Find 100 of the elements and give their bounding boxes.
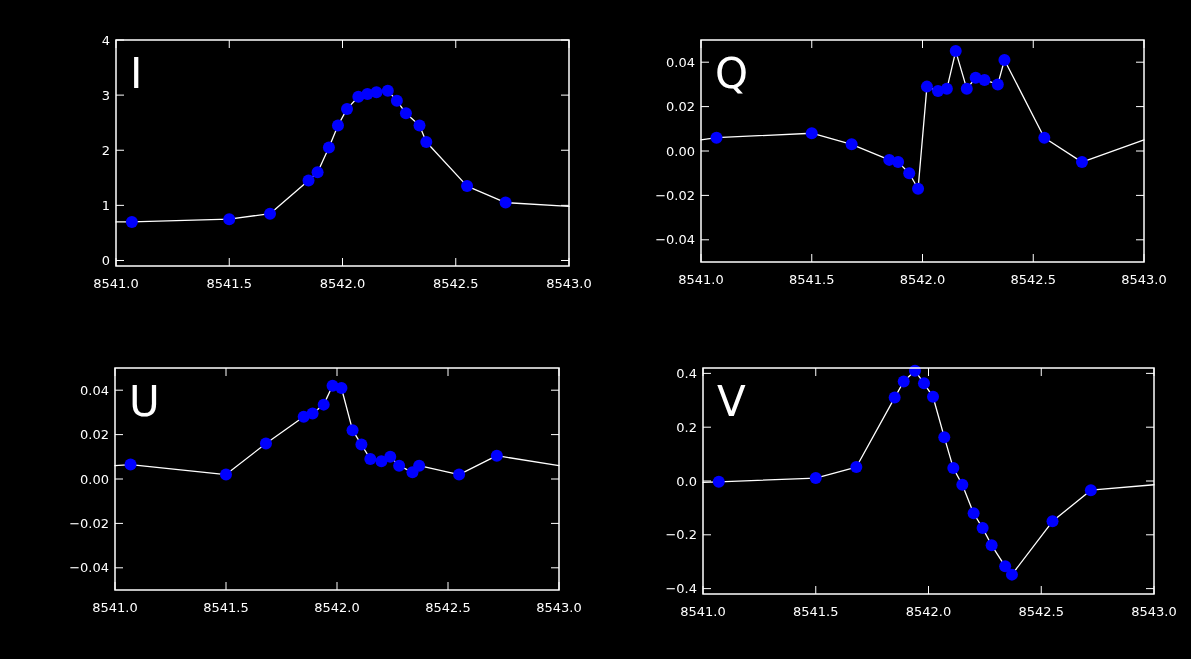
point — [1005, 568, 1018, 581]
point — [302, 174, 315, 187]
point — [393, 459, 406, 472]
point — [1075, 156, 1088, 169]
point — [805, 127, 818, 140]
point — [331, 119, 344, 132]
point — [490, 449, 503, 462]
x-tick-label: 8542.0 — [319, 276, 366, 291]
point — [341, 102, 354, 115]
x-tick-label: 8542.5 — [1018, 604, 1064, 619]
point — [917, 377, 930, 390]
point — [381, 84, 394, 97]
y-tick-label: 0.00 — [80, 471, 109, 487]
point — [317, 398, 330, 411]
point — [259, 437, 272, 450]
point — [390, 94, 403, 107]
point — [892, 156, 905, 169]
y-tick-label: −0.4 — [665, 581, 697, 597]
point — [940, 82, 953, 95]
point — [976, 522, 989, 535]
point — [335, 381, 348, 394]
point — [453, 468, 466, 481]
x-tick-label: 8541.0 — [680, 604, 726, 619]
point — [927, 390, 940, 403]
x-tick-label: 8541.0 — [93, 276, 139, 291]
x-tick-label: 8541.5 — [203, 600, 249, 615]
y-tick-label: 0.04 — [80, 382, 109, 398]
point — [124, 458, 137, 471]
point — [967, 507, 980, 520]
point — [311, 166, 324, 179]
x-tick-label: 8543.0 — [1131, 604, 1177, 619]
x-tick-label: 8541.0 — [92, 600, 138, 615]
x-tick-label: 8541.5 — [789, 272, 835, 287]
point — [809, 472, 822, 485]
point — [413, 119, 426, 132]
point — [384, 450, 397, 463]
point — [949, 45, 962, 58]
x-tick-label: 8542.0 — [899, 272, 946, 287]
point — [938, 431, 951, 444]
point — [461, 180, 474, 193]
point — [991, 78, 1004, 91]
point — [125, 215, 138, 228]
x-tick-label: 8542.5 — [1010, 272, 1056, 287]
point — [999, 560, 1012, 573]
chart-title: I — [130, 49, 143, 98]
y-tick-label: 0 — [101, 252, 110, 268]
y-tick-label: −0.04 — [69, 560, 109, 576]
x-tick-label: 8542.5 — [425, 600, 471, 615]
point — [306, 407, 319, 420]
point — [364, 453, 377, 466]
x-tick-label: 8542.0 — [905, 604, 952, 619]
y-tick-label: 1 — [101, 197, 110, 213]
point — [1046, 515, 1059, 528]
y-tick-label: 0.02 — [80, 427, 109, 443]
y-tick-label: 0.00 — [666, 143, 695, 159]
chart-title: U — [129, 377, 160, 426]
point — [220, 468, 232, 481]
x-tick-label: 8543.0 — [536, 600, 582, 615]
x-tick-label: 8541.0 — [678, 272, 724, 287]
point — [413, 459, 426, 472]
x-tick-label: 8541.5 — [793, 604, 839, 619]
point — [850, 461, 863, 474]
y-tick-label: 0.04 — [666, 54, 695, 70]
y-tick-label: 0.0 — [676, 473, 697, 489]
point — [710, 131, 723, 144]
y-tick-label: 0.02 — [666, 99, 695, 115]
point — [897, 375, 910, 388]
y-tick-label: −0.2 — [665, 527, 697, 543]
point — [920, 80, 933, 93]
point — [712, 475, 725, 488]
point — [420, 135, 433, 148]
point — [978, 73, 991, 86]
x-tick-label: 8543.0 — [546, 276, 592, 291]
x-tick-label: 8543.0 — [1121, 272, 1167, 287]
chart-title: Q — [715, 49, 749, 98]
point — [322, 141, 335, 154]
x-tick-label: 8542.0 — [314, 600, 360, 615]
point — [399, 107, 412, 120]
chart-title: V — [717, 377, 746, 426]
y-tick-label: 3 — [101, 87, 110, 103]
y-tick-label: 2 — [101, 142, 110, 158]
point — [223, 213, 236, 226]
y-tick-label: 0.2 — [676, 419, 697, 435]
point — [960, 82, 973, 95]
y-tick-label: −0.02 — [69, 515, 109, 531]
point — [845, 138, 858, 151]
point — [346, 424, 359, 437]
point — [985, 539, 998, 552]
point — [956, 478, 969, 491]
point — [264, 207, 277, 220]
point — [499, 196, 512, 209]
y-tick-label: 0.4 — [676, 365, 697, 381]
point — [947, 462, 960, 475]
point — [1038, 131, 1051, 144]
x-tick-label: 8541.5 — [206, 276, 252, 291]
y-tick-label: −0.02 — [655, 187, 695, 203]
y-tick-label: 4 — [101, 32, 110, 48]
point — [1084, 484, 1097, 497]
point — [888, 391, 901, 404]
point — [355, 438, 368, 451]
